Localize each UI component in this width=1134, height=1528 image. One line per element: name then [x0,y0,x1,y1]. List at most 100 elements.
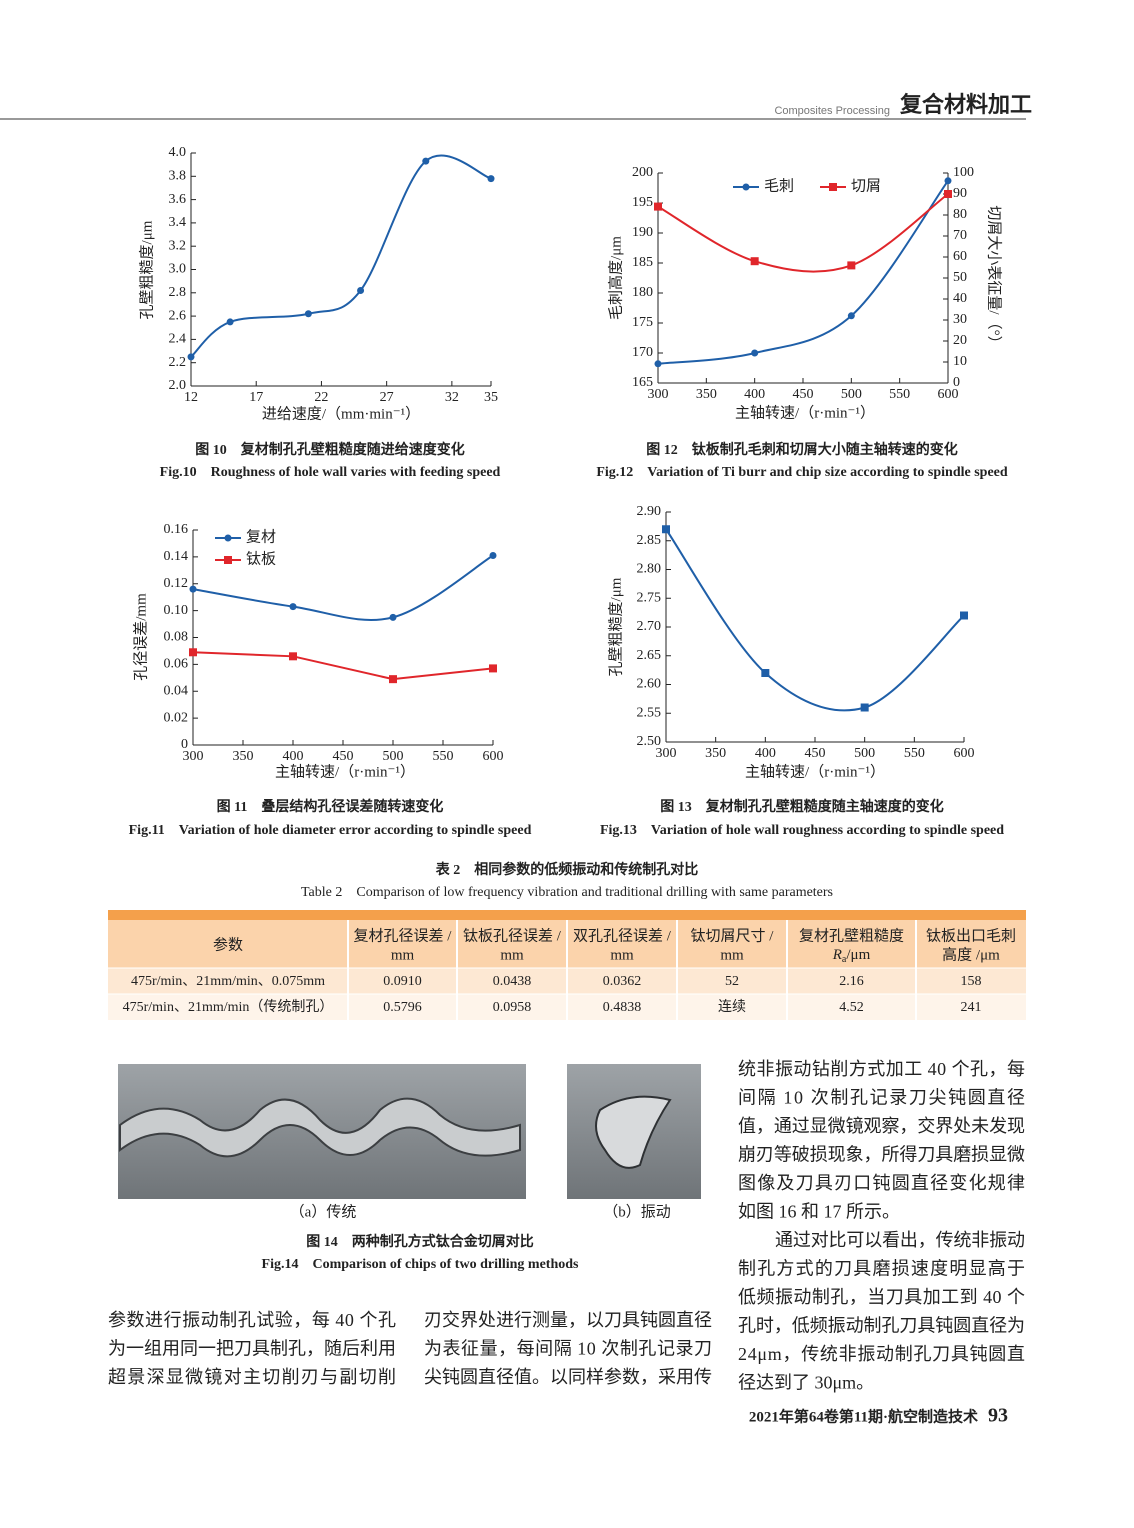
table-header: mm [391,947,415,963]
table-cell: 0.4838 [603,1000,642,1015]
legend-marker [224,534,232,542]
y-tick-label: 2.0 [169,378,187,393]
y-tick-label: 2.55 [637,705,662,720]
series-line [657,193,949,273]
y-tick-label: 200 [632,165,653,180]
series-line [192,651,494,681]
y-tick-label: 2.80 [637,562,662,577]
y-tick-label: 2.6 [169,308,187,323]
marker [489,664,497,673]
table-header: mm [500,947,524,963]
legend-marker [742,183,750,191]
figure-caption: 图 10 复材制孔孔壁粗糙度随进给速度变化 [195,441,465,458]
legend-label: 复材 [246,527,276,545]
marker [960,611,968,620]
x-tick-label: 32 [445,390,459,405]
table-cell: 475r/min、21mm/min（传统制孔） [123,999,334,1015]
table-caption-en: Table 2 Comparison of low frequency vibr… [301,885,833,900]
y-axis-label: 孔壁粗糙度/μm [138,220,155,319]
marker [389,613,397,621]
y-tick-label: 2.2 [169,355,187,370]
footer-page: 93 [988,1405,1008,1427]
y2-tick-label: 20 [953,333,967,348]
body-line: 崩刃等破损现象，所得刀具磨损显微 [738,1145,1025,1165]
body-line: 统非振动钻削方式加工 40 个孔，每 [738,1059,1025,1079]
y-tick-label: 0.14 [164,549,189,564]
marker [487,175,495,183]
table-header: 高度 /μm [942,946,1000,963]
section-cn: 复合材料加工 [899,92,1032,117]
marker [847,261,856,270]
photo-label: （a）传统 [290,1203,357,1220]
x-tick-label: 550 [904,746,925,761]
marker [189,648,197,657]
y2-axis-label: 切屑大小表征量/（°） [986,205,1003,350]
figure-caption-en: Fig.11 Variation of hole diameter error … [129,823,532,838]
x-tick-label: 600 [954,746,975,761]
x-axis-label: 主轴转速/（r·min⁻¹） [745,763,885,780]
table-header: 钛切屑尺寸 / [691,927,775,944]
body-line: 间隔 10 次制孔记录刀尖钝圆直径 [738,1088,1025,1108]
x-axis-label: 进给速度/（mm·min⁻¹） [262,405,420,422]
marker [189,585,197,593]
table-header: mm [720,947,744,963]
body-line: 如图 16 和 17 所示。 [738,1202,900,1222]
header-subscript: a [842,954,847,965]
figure-caption: 图 14 两种制孔方式钛合金切屑对比 [306,1233,534,1250]
body-line: 参数进行振动制孔试验，每 40 个孔 [108,1310,396,1330]
y-tick-label: 0.06 [164,657,189,672]
y2-tick-label: 90 [953,186,967,201]
marker [847,312,855,320]
legend-label: 毛刺 [764,177,794,194]
section-en: Composites Processing [774,105,890,117]
body-line: 24μm，传统非振动制孔刀具钝圆直 [738,1344,1025,1364]
body-line: 低频振动制孔，当刀具加工到 40 个 [738,1287,1025,1307]
figure-caption: 图 11 叠层结构孔径误差随转速变化 [217,798,444,815]
figure-caption-en: Fig.13 Variation of hole wall roughness … [600,823,1004,838]
y-axis-label: 孔壁粗糙度/μm [607,577,624,676]
y-tick-label: 175 [632,315,653,330]
y-tick-label: 195 [632,195,653,210]
y-tick-label: 170 [632,345,653,360]
y2-tick-label: 100 [953,165,974,180]
body-line: 为一组用同一把刀具制孔，随后利用 [108,1339,396,1359]
table-cell: 连续 [718,998,746,1015]
y2-tick-label: 0 [953,375,960,390]
y-tick-label: 180 [632,285,653,300]
x-tick-label: 400 [744,387,765,402]
table-header: Ra/μm [832,947,871,965]
chip-shape-a [119,1097,521,1158]
marker [226,318,234,326]
x-tick-label: 600 [483,749,504,764]
legend-marker [829,183,837,191]
y2-tick-label: 30 [953,312,967,327]
y-tick-label: 3.4 [169,215,187,230]
x-tick-label: 300 [656,746,677,761]
legend-label: 钛板 [246,549,276,567]
table-header: 双孔孔径误差 / [573,927,672,944]
table-header: mm [610,947,634,963]
y2-tick-label: 40 [953,291,967,306]
x-tick-label: 350 [696,387,717,402]
y-tick-label: 3.8 [169,169,187,184]
y-tick-label: 190 [632,225,653,240]
table-header: 参数 [213,936,243,953]
table-top-bar [108,910,1026,920]
table-cell: 158 [961,974,982,989]
y-tick-label: 2.65 [637,648,662,663]
x-tick-label: 350 [705,746,726,761]
table-header: 复材孔径误差 / [354,926,453,944]
marker [761,669,770,677]
table-header: 复材孔壁粗糙度 [799,926,904,944]
figure-caption: 图 13 复材制孔孔壁粗糙度随主轴速度的变化 [660,798,944,815]
marker [750,257,759,266]
y-tick-label: 2.70 [637,619,662,634]
marker [187,353,195,361]
table-cell: 0.5796 [383,1000,422,1015]
table-cell: 0.0362 [603,974,642,989]
body-line: 孔时，低频振动制孔刀具钝圆直径为 [738,1316,1025,1336]
y2-tick-label: 50 [953,270,967,285]
y-tick-label: 2.90 [637,504,662,519]
series-line [665,528,965,712]
x-tick-label: 500 [383,749,404,764]
